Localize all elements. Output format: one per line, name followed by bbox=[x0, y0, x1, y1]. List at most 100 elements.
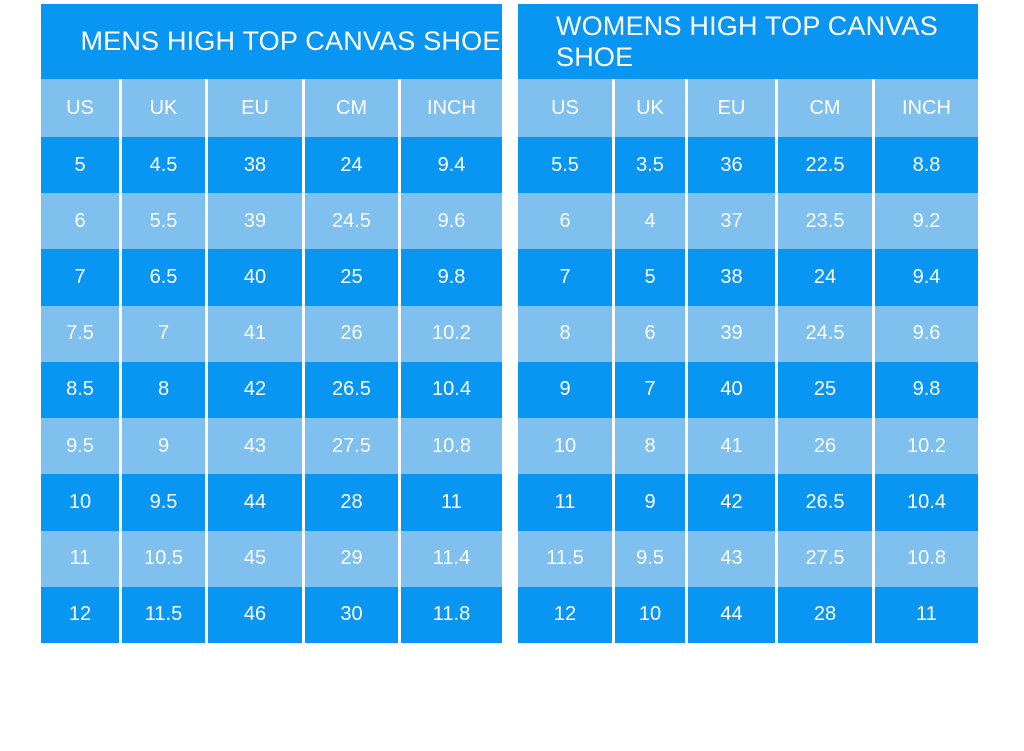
size-cell: 26.5 bbox=[775, 474, 872, 531]
size-cell: 5.5 bbox=[551, 153, 579, 176]
size-cell: 9.6 bbox=[398, 193, 502, 250]
size-cell: 12 bbox=[68, 603, 92, 626]
size-cell: 25 bbox=[775, 361, 872, 419]
size-cell: 24 bbox=[775, 249, 872, 306]
size-cell: 9.6 bbox=[872, 305, 978, 362]
size-cell: 37 bbox=[685, 193, 775, 250]
size-cell: 11.4 bbox=[398, 530, 502, 587]
size-cell: 9.5 bbox=[119, 474, 205, 531]
table-row: 8 6 39 24.5 9.6 bbox=[518, 305, 978, 362]
size-cell: 6 bbox=[559, 209, 571, 232]
size-cell: 9.4 bbox=[398, 137, 502, 194]
size-cell: 5 bbox=[74, 153, 86, 176]
size-cell: 43 bbox=[685, 530, 775, 587]
mens-table-body: 5 4.5 38 24 9.4 6 5.5 39 24.5 9.6 7 6.5 40 25 9.8 7.5 7 4… bbox=[41, 137, 502, 643]
size-cell: 10 bbox=[612, 586, 685, 643]
size-cell: 11.5 bbox=[119, 586, 205, 643]
size-cell: 7.5 bbox=[66, 322, 94, 345]
table-row: 6 5.5 39 24.5 9.6 bbox=[41, 193, 502, 250]
size-cell: 38 bbox=[205, 137, 302, 194]
size-cell: 11 bbox=[398, 474, 502, 531]
size-cell: 12 bbox=[553, 603, 577, 626]
size-cell: 10.4 bbox=[398, 361, 502, 419]
size-cell: 9.5 bbox=[66, 434, 94, 457]
size-cell: 10 bbox=[553, 434, 577, 457]
table-row: 12 10 44 28 11 bbox=[518, 586, 978, 643]
table-row: 6 4 37 23.5 9.2 bbox=[518, 193, 978, 250]
size-cell: 6 bbox=[74, 209, 86, 232]
header-cell-inch: INCH bbox=[872, 79, 978, 137]
size-cell: 4 bbox=[612, 193, 685, 250]
size-cell: 8.8 bbox=[872, 137, 978, 194]
table-row: 9 7 40 25 9.8 bbox=[518, 361, 978, 419]
size-cell: 5.5 bbox=[119, 193, 205, 250]
size-cell: 8 bbox=[612, 418, 685, 475]
size-cell: 10.2 bbox=[872, 418, 978, 475]
size-cell: 39 bbox=[685, 305, 775, 362]
size-cell: 5 bbox=[612, 249, 685, 306]
header-cell-uk: UK bbox=[119, 79, 205, 137]
size-cell: 11.5 bbox=[546, 547, 584, 570]
size-cell: 11 bbox=[69, 547, 91, 570]
size-cell: 9 bbox=[559, 378, 571, 401]
size-cell: 23.5 bbox=[775, 193, 872, 250]
size-cell: 8.5 bbox=[66, 378, 94, 401]
size-cell: 9.4 bbox=[872, 249, 978, 306]
size-cell: 11 bbox=[872, 586, 978, 643]
size-cell: 44 bbox=[205, 474, 302, 531]
size-cell: 9.8 bbox=[872, 361, 978, 419]
table-row: 7 6.5 40 25 9.8 bbox=[41, 249, 502, 306]
womens-table-body: 5.5 3.5 36 22.5 8.8 6 4 37 23.5 9.2 7 5 38 24 9.4 8 6 39 2… bbox=[518, 137, 978, 643]
size-cell: 9.2 bbox=[872, 193, 978, 250]
table-row: 11.5 9.5 43 27.5 10.8 bbox=[518, 530, 978, 587]
size-cell: 46 bbox=[205, 586, 302, 643]
size-cell: 30 bbox=[302, 586, 398, 643]
size-cell: 28 bbox=[775, 586, 872, 643]
womens-table-title: WOMENS HIGH TOP CANVAS SHOE bbox=[518, 4, 978, 79]
size-cell: 7 bbox=[612, 361, 685, 419]
size-cell: 28 bbox=[302, 474, 398, 531]
size-cell: 10.4 bbox=[872, 474, 978, 531]
size-cell: 9.8 bbox=[398, 249, 502, 306]
header-cell-eu: EU bbox=[685, 79, 775, 137]
table-row: 8.5 8 42 26.5 10.4 bbox=[41, 361, 502, 419]
header-cell-eu: EU bbox=[205, 79, 302, 137]
table-row: 12 11.5 46 30 11.8 bbox=[41, 586, 502, 643]
size-cell: 9 bbox=[119, 418, 205, 475]
size-cell: 10 bbox=[68, 490, 92, 513]
size-cell: 22.5 bbox=[775, 137, 872, 194]
size-cell: 36 bbox=[685, 137, 775, 194]
size-cell: 41 bbox=[205, 305, 302, 362]
table-row: 11 10.5 45 29 11.4 bbox=[41, 530, 502, 587]
header-cell-us: US bbox=[551, 96, 579, 119]
header-cell-cm: CM bbox=[775, 79, 872, 137]
size-cell: 42 bbox=[205, 361, 302, 419]
size-cell: 39 bbox=[205, 193, 302, 250]
size-cell: 25 bbox=[302, 249, 398, 306]
size-cell: 29 bbox=[302, 530, 398, 587]
size-cell: 26 bbox=[775, 418, 872, 475]
size-cell: 7 bbox=[559, 266, 571, 289]
header-cell-us: US bbox=[66, 96, 94, 119]
size-cell: 7 bbox=[119, 305, 205, 362]
mens-table-header-row: US UK EU CM INCH bbox=[41, 79, 502, 137]
size-cell: 45 bbox=[205, 530, 302, 587]
header-cell-uk: UK bbox=[612, 79, 685, 137]
table-row: 7.5 7 41 26 10.2 bbox=[41, 305, 502, 362]
size-cell: 24 bbox=[302, 137, 398, 194]
size-cell: 9 bbox=[612, 474, 685, 531]
size-cell: 10.5 bbox=[119, 530, 205, 587]
table-row: 11 9 42 26.5 10.4 bbox=[518, 474, 978, 531]
size-cell: 6.5 bbox=[119, 249, 205, 306]
size-cell: 8 bbox=[559, 322, 571, 345]
size-cell: 42 bbox=[685, 474, 775, 531]
size-cell: 24.5 bbox=[775, 305, 872, 362]
size-cell: 8 bbox=[119, 361, 205, 419]
size-cell: 40 bbox=[205, 249, 302, 306]
size-cell: 3.5 bbox=[612, 137, 685, 194]
table-row: 5 4.5 38 24 9.4 bbox=[41, 137, 502, 194]
table-row: 9.5 9 43 27.5 10.8 bbox=[41, 418, 502, 475]
size-cell: 11.8 bbox=[398, 586, 502, 643]
size-cell: 11 bbox=[554, 490, 576, 513]
size-cell: 24.5 bbox=[302, 193, 398, 250]
